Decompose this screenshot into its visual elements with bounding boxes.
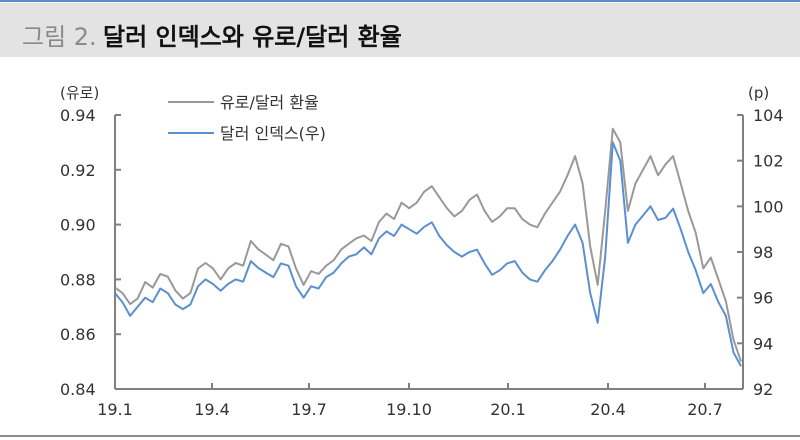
x-axis-tick-label: 19.1: [97, 400, 133, 419]
eurusd-line: [114, 127, 742, 362]
x-axis-tick-label: 19.10: [386, 400, 432, 419]
left-axis-tick-label: 0.86: [60, 325, 96, 344]
left-axis-tick-label: 0.84: [60, 380, 96, 399]
dxy-line: [114, 141, 742, 367]
x-axis-tick-label: 19.7: [291, 400, 327, 419]
x-axis-tick-label: 19.4: [194, 400, 230, 419]
right-axis-tick-label: 102: [753, 152, 784, 171]
figure-number: 그림 2.: [22, 23, 97, 51]
right-axis-tick-label: 100: [753, 197, 784, 216]
left-axis-tick-label: 0.94: [60, 106, 96, 125]
left-axis-tick-label: 0.92: [60, 161, 96, 180]
figure-header: 그림 2. 달러 인덱스와 유로/달러 환율: [0, 3, 800, 57]
right-axis-tick-label: 96: [753, 289, 773, 308]
right-axis-tick-label: 98: [753, 243, 773, 262]
legend-label-eurusd: 유로/달러 환율: [220, 93, 319, 112]
x-axis: 19.1 19.4 19.7 19.10 20.1 20.4 20.7: [97, 383, 743, 419]
left-axis-tick-label: 0.88: [60, 270, 96, 289]
bottom-rule: [0, 435, 800, 437]
left-axis-tick-label: 0.90: [60, 216, 96, 235]
plot-lines: [114, 127, 742, 367]
right-axis-unit: (p): [748, 84, 769, 102]
x-axis-tick-label: 20.7: [687, 400, 723, 419]
x-axis-tick-label: 20.1: [490, 400, 526, 419]
left-axis: 0.94 0.92 0.90 0.88 0.86 0.84: [60, 106, 121, 399]
right-axis-tick-label: 94: [753, 334, 773, 353]
top-rule: [0, 0, 800, 2]
right-axis-tick-label: 104: [753, 106, 784, 125]
x-axis-tick-label: 20.4: [590, 400, 626, 419]
right-axis: 104 102 100 98 96 94 92: [737, 106, 784, 399]
legend-label-dxy: 달러 인덱스(우): [220, 124, 326, 143]
figure-title: 달러 인덱스와 유로/달러 환율: [103, 23, 402, 51]
left-axis-unit: (유로): [60, 84, 99, 102]
legend: 유로/달러 환율 달러 인덱스(우): [168, 93, 326, 143]
right-axis-tick-label: 92: [753, 380, 773, 399]
